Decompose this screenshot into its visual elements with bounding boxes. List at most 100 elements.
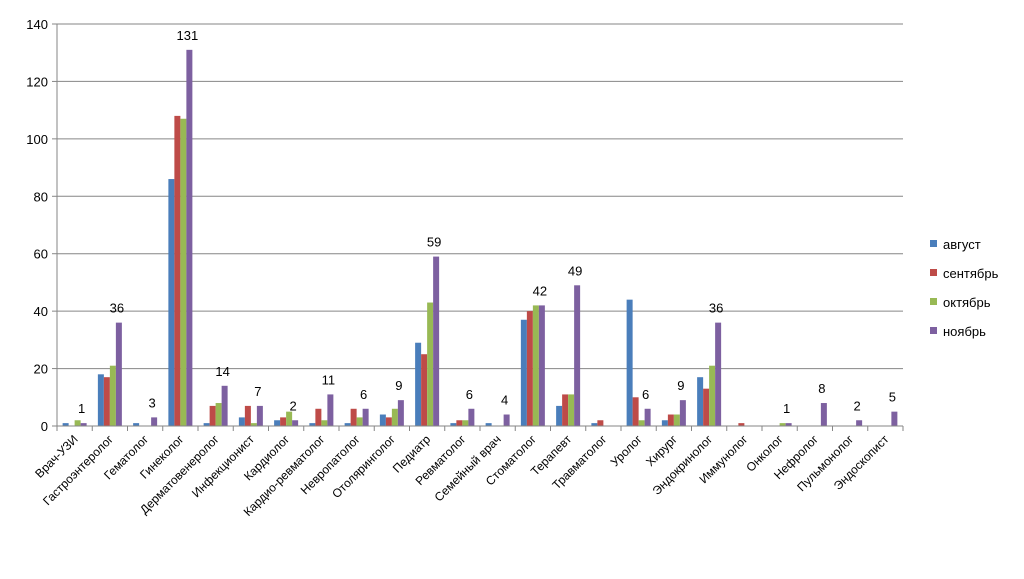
bar-1 xyxy=(485,423,492,426)
bar-4 xyxy=(256,405,263,426)
bar-4 xyxy=(80,423,87,426)
bar-1 xyxy=(591,423,598,426)
legend-swatch xyxy=(930,298,937,305)
bars xyxy=(62,49,898,426)
bar-4 xyxy=(856,420,863,426)
bar-2 xyxy=(315,408,322,426)
bar-3 xyxy=(215,403,222,426)
bar-3 xyxy=(109,365,116,426)
y-tick-label: 20 xyxy=(34,362,48,377)
legend: август сентябрь октябрь ноябрь xyxy=(930,237,999,339)
data-labels: 1 36 3 131 14 7 2 11 6 9 59 6 4 42 49 6 9 36 1 8 2 5 xyxy=(78,28,896,416)
bar-1 xyxy=(344,423,351,426)
bar-1 xyxy=(274,420,281,426)
bar-2 xyxy=(632,397,639,426)
bar-2 xyxy=(385,417,392,426)
bar-4 xyxy=(715,322,722,426)
data-label: 2 xyxy=(290,398,297,413)
category-label: Отоляринголог xyxy=(329,432,398,501)
legend-swatch xyxy=(930,269,937,276)
gridlines xyxy=(57,23,903,370)
legend-label: октябрь xyxy=(943,295,991,310)
bar-2 xyxy=(738,423,745,426)
x-axis: Врач-УЗИГастроэнтерологГематологГинеколо… xyxy=(32,425,904,519)
bar-4 xyxy=(785,423,792,426)
y-tick-label: 80 xyxy=(34,189,48,204)
bar-1 xyxy=(697,377,704,426)
bar-2 xyxy=(174,115,181,426)
bar-3 xyxy=(391,408,398,426)
bar-1 xyxy=(450,423,457,426)
bar-4 xyxy=(820,403,827,426)
bar-2 xyxy=(350,408,357,426)
data-label: 42 xyxy=(533,283,547,298)
bar-2 xyxy=(280,417,287,426)
data-label: 6 xyxy=(360,387,367,402)
bar-2 xyxy=(421,354,428,426)
bar-4 xyxy=(397,400,404,426)
legend-label: ноябрь xyxy=(943,324,986,339)
bar-4 xyxy=(327,394,334,426)
data-label: 8 xyxy=(818,381,825,396)
bar-4 xyxy=(221,385,228,426)
bar-1 xyxy=(238,417,245,426)
bar-1 xyxy=(415,342,422,426)
y-tick-label: 40 xyxy=(34,304,48,319)
bar-1 xyxy=(168,179,175,426)
bar-3 xyxy=(709,365,716,426)
data-label: 11 xyxy=(322,372,336,387)
category-label: Инфекционист xyxy=(189,432,257,500)
data-label: 36 xyxy=(709,301,723,316)
data-label: 49 xyxy=(568,263,582,278)
y-tick-label: 140 xyxy=(26,17,48,32)
data-label: 1 xyxy=(783,401,790,416)
bar-1 xyxy=(556,405,563,426)
bar-4 xyxy=(891,411,898,426)
bar-3 xyxy=(427,302,434,426)
data-label: 131 xyxy=(177,28,199,43)
data-label: 9 xyxy=(395,378,402,393)
data-label: 36 xyxy=(110,301,124,316)
bar-3 xyxy=(673,414,680,426)
category-label: Уролог xyxy=(608,432,645,469)
bar-1 xyxy=(661,420,668,426)
bar-3 xyxy=(779,423,786,426)
bar-3 xyxy=(462,420,469,426)
bar-1 xyxy=(203,423,210,426)
y-tick-label: 100 xyxy=(26,132,48,147)
bar-1 xyxy=(97,374,104,426)
bar-1 xyxy=(133,423,140,426)
bar-2 xyxy=(456,420,463,426)
bar-2 xyxy=(209,405,216,426)
bar-2 xyxy=(244,405,251,426)
bar-2 xyxy=(597,420,604,426)
bar-4 xyxy=(115,322,122,426)
bar-4 xyxy=(644,408,651,426)
bar-3 xyxy=(286,411,293,426)
legend-swatch xyxy=(930,327,937,334)
bar-1 xyxy=(62,423,69,426)
data-label: 6 xyxy=(466,387,473,402)
bar-2 xyxy=(103,377,110,426)
bar-1 xyxy=(520,319,527,426)
bar-1 xyxy=(626,299,633,426)
bar-3 xyxy=(74,420,81,426)
bar-2 xyxy=(526,311,533,426)
data-label: 2 xyxy=(854,398,861,413)
bar-2 xyxy=(703,388,710,426)
bar-1 xyxy=(379,414,386,426)
bar-3 xyxy=(356,417,363,426)
bar-4 xyxy=(292,420,299,426)
y-tick-label: 120 xyxy=(26,74,48,89)
bar-4 xyxy=(433,256,440,426)
bar-3 xyxy=(250,423,257,426)
bar-3 xyxy=(568,394,575,426)
data-label: 7 xyxy=(254,384,261,399)
data-label: 1 xyxy=(78,401,85,416)
bar-4 xyxy=(186,49,193,426)
legend-label: сентябрь xyxy=(943,266,999,281)
bar-1 xyxy=(309,423,316,426)
data-label: 5 xyxy=(889,390,896,405)
legend-label: август xyxy=(943,237,981,252)
